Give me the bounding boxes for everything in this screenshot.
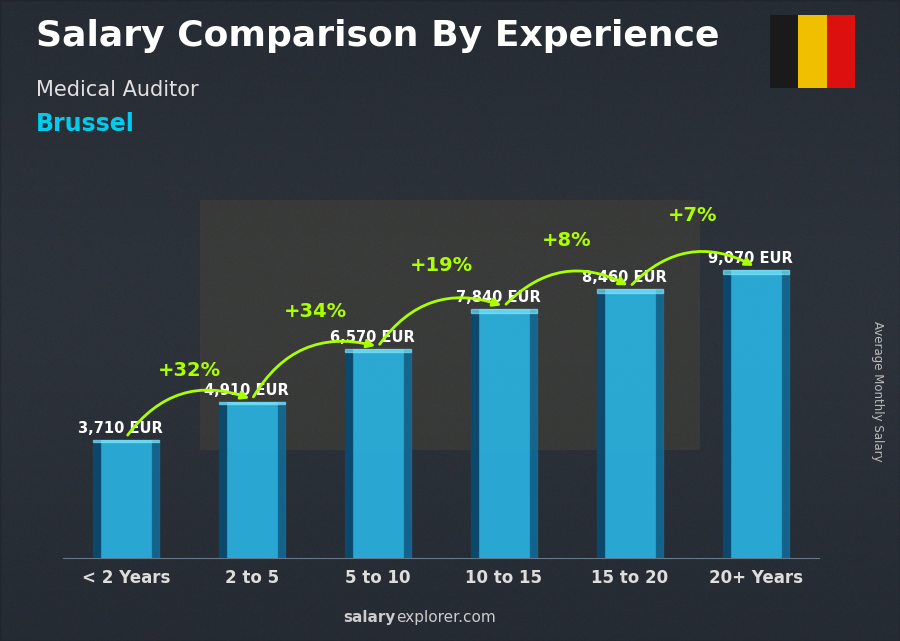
Text: Salary Comparison By Experience: Salary Comparison By Experience: [36, 19, 719, 53]
Text: +8%: +8%: [542, 231, 592, 250]
Bar: [100, 440, 152, 558]
Bar: [730, 270, 782, 558]
Bar: [604, 289, 656, 558]
Bar: [826, 15, 855, 88]
Text: +34%: +34%: [284, 302, 346, 321]
Bar: [770, 15, 798, 88]
Text: +7%: +7%: [668, 206, 717, 224]
Bar: [220, 402, 226, 558]
Bar: [478, 309, 530, 558]
Text: +19%: +19%: [410, 256, 472, 275]
Text: Medical Auditor: Medical Auditor: [36, 80, 199, 100]
Bar: [404, 349, 410, 558]
Bar: [346, 349, 410, 353]
Bar: [782, 270, 788, 558]
Text: 6,570 EUR: 6,570 EUR: [330, 330, 415, 345]
Text: Average Monthly Salary: Average Monthly Salary: [871, 320, 884, 462]
Text: explorer.com: explorer.com: [396, 610, 496, 625]
Bar: [724, 270, 788, 274]
Text: +32%: +32%: [158, 361, 220, 379]
Bar: [798, 15, 826, 88]
Bar: [472, 309, 478, 558]
Bar: [598, 289, 662, 293]
Text: 8,460 EUR: 8,460 EUR: [582, 271, 667, 285]
Bar: [656, 289, 662, 558]
Bar: [598, 289, 604, 558]
Bar: [220, 402, 284, 404]
Bar: [94, 440, 158, 442]
Bar: [352, 349, 404, 558]
Text: 3,710 EUR: 3,710 EUR: [78, 421, 163, 436]
Bar: [530, 309, 536, 558]
Bar: [94, 440, 100, 558]
Text: 4,910 EUR: 4,910 EUR: [204, 383, 289, 398]
Bar: [724, 270, 730, 558]
Bar: [278, 402, 284, 558]
Text: 9,070 EUR: 9,070 EUR: [708, 251, 793, 266]
Text: 7,840 EUR: 7,840 EUR: [456, 290, 541, 305]
Bar: [152, 440, 158, 558]
Text: Brussel: Brussel: [36, 112, 135, 136]
Bar: [346, 349, 352, 558]
Bar: [472, 309, 536, 313]
Bar: [226, 402, 278, 558]
Text: salary: salary: [344, 610, 396, 625]
